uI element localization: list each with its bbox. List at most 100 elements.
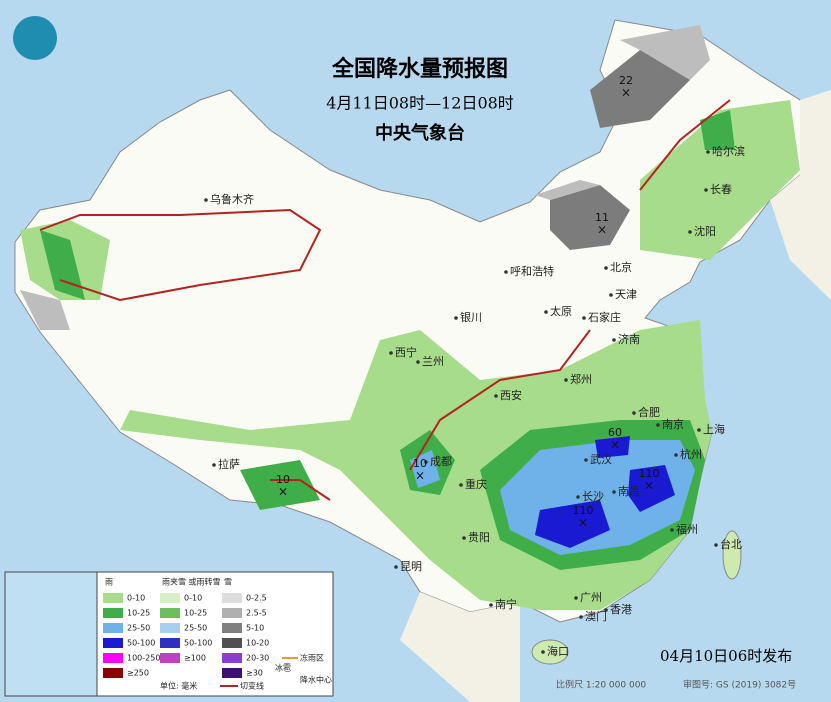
city-dot — [704, 188, 708, 192]
legend-label: 0-10 — [127, 594, 145, 603]
city-label: 贵阳 — [468, 531, 490, 544]
city-dot — [688, 230, 692, 234]
city-dot — [544, 310, 548, 314]
logo — [13, 16, 57, 60]
legend-label: 10-20 — [246, 639, 269, 648]
city-label: 沈阳 — [694, 224, 716, 238]
legend-swatch — [103, 653, 123, 663]
city-label: 长沙 — [582, 490, 604, 503]
city-dot — [612, 338, 616, 342]
city-dot — [714, 543, 718, 547]
center-cross: × — [578, 516, 588, 530]
legend-symbol: 降水中心 — [300, 675, 332, 685]
legend-label: 10-25 — [184, 609, 207, 618]
legend-symbol: 冰雹 — [275, 663, 291, 673]
city-label: 呼和浩特 — [510, 264, 554, 278]
legend-label: 2.5-5 — [246, 609, 267, 618]
legend-swatch — [160, 653, 180, 663]
legend-symbol: 切变线 — [240, 681, 264, 691]
city-label: 海口 — [547, 644, 569, 658]
legend-label: ≥250 — [127, 669, 149, 678]
inset-map — [4, 571, 98, 697]
city-label: 成都 — [430, 455, 452, 468]
city-label: 合肥 — [638, 405, 660, 419]
legend-swatch — [103, 668, 123, 678]
center-value: 10 — [413, 457, 427, 470]
legend-label: 50-100 — [184, 639, 212, 648]
legend-title: 雨夹雪 或雨转雪 — [162, 577, 221, 587]
city-dot — [574, 596, 578, 600]
city-dot — [582, 316, 586, 320]
center-cross: × — [644, 479, 654, 493]
legend-swatch — [160, 593, 180, 603]
center-cross: × — [278, 485, 288, 499]
city-dot — [489, 603, 493, 607]
legend-swatch — [160, 638, 180, 648]
center-cross: × — [610, 438, 620, 452]
legend-label: 25-50 — [127, 624, 150, 633]
center-value: 11 — [595, 211, 609, 224]
city-dot — [541, 650, 545, 654]
city-label: 澳门 — [585, 609, 607, 623]
center-value: 60 — [608, 426, 622, 439]
legend-label: 0-10 — [184, 594, 202, 603]
city-dot — [697, 428, 701, 432]
city-dot — [416, 360, 420, 364]
city-label: 武汉 — [590, 453, 612, 466]
legend-label: 10-25 — [127, 609, 150, 618]
legend-label: ≥30 — [246, 669, 263, 678]
legend-label: 0-2.5 — [246, 594, 267, 603]
title: 全国降水量预报图 — [331, 56, 508, 82]
period: 4月11日08时—12日08时 — [326, 94, 514, 113]
city-dot — [424, 460, 428, 464]
city-label: 南京 — [662, 417, 684, 431]
center-value: 22 — [619, 74, 633, 87]
legend-swatch — [222, 623, 242, 633]
city-dot — [504, 270, 508, 274]
city-dot — [604, 266, 608, 270]
legend-label: 5-10 — [246, 624, 264, 633]
city-label: 台北 — [720, 537, 742, 551]
city-label: 哈尔滨 — [712, 144, 745, 158]
map-number: 审图号: GS (2019) 3082号 — [683, 679, 796, 691]
legend-swatch — [103, 593, 123, 603]
legend-label: 50-100 — [127, 639, 155, 648]
city-dot — [494, 394, 498, 398]
city-dot — [394, 565, 398, 569]
legend-unit: 单位: 毫米 — [160, 681, 197, 691]
city-dot — [459, 483, 463, 487]
legend-label: 25-50 — [184, 624, 207, 633]
city-label: 杭州 — [680, 447, 702, 461]
legend-label: 100-250 — [127, 654, 160, 663]
legend-swatch — [222, 608, 242, 618]
legend — [96, 571, 334, 697]
legend-swatch — [103, 638, 123, 648]
legend-swatch — [103, 608, 123, 618]
legend-swatch — [160, 623, 180, 633]
city-label: 南宁 — [495, 597, 517, 611]
city-dot — [670, 528, 674, 532]
center-cross: × — [597, 223, 607, 237]
legend-swatch — [222, 668, 242, 678]
issuer: 中央气象台 — [375, 122, 465, 144]
city-label: 郑州 — [570, 372, 592, 386]
city-label: 西宁 — [395, 345, 417, 359]
city-label: 西安 — [500, 388, 522, 402]
city-dot — [454, 316, 458, 320]
center-value: 110 — [573, 504, 594, 517]
city-label: 福州 — [676, 522, 698, 536]
city-label: 长春 — [710, 183, 732, 196]
city-dot — [462, 536, 466, 540]
city-dot — [204, 198, 208, 202]
city-dot — [609, 293, 613, 297]
city-label: 重庆 — [465, 477, 487, 491]
snow — [550, 40, 690, 250]
center-value: 110 — [639, 467, 660, 480]
city-label: 广州 — [580, 591, 602, 604]
city-label: 南昌 — [618, 485, 640, 498]
city-label: 济南 — [618, 332, 640, 346]
city-dot — [212, 463, 216, 467]
city-label: 昆明 — [400, 560, 422, 573]
city-dot — [656, 423, 660, 427]
